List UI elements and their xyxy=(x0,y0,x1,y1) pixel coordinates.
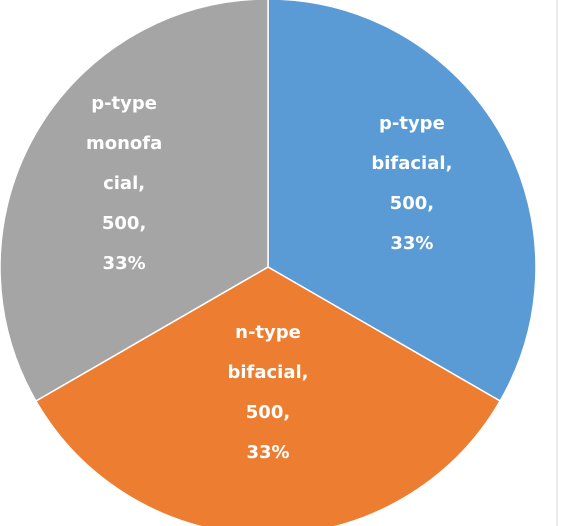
pie-slice xyxy=(0,0,269,403)
pie-slice xyxy=(34,266,502,526)
value-label: 500 xyxy=(389,192,428,214)
value-label: 500 xyxy=(245,401,284,423)
category-name: p-type bifacial xyxy=(371,112,446,174)
slice-label: p-type monofacial, 500, 33% xyxy=(83,84,165,284)
percent-label: 33% xyxy=(246,441,290,463)
slice-label: n-type bifacial, 500, 33% xyxy=(221,313,316,473)
percent-label: 33% xyxy=(102,252,146,274)
percent-label: 33% xyxy=(390,232,434,254)
pie-slice xyxy=(267,0,537,403)
slice-label: p-type bifacial, 500, 33% xyxy=(364,104,459,264)
category-name: p-type monofacial xyxy=(85,92,163,194)
value-label: 500 xyxy=(101,212,140,234)
category-name: n-type bifacial xyxy=(227,321,302,383)
